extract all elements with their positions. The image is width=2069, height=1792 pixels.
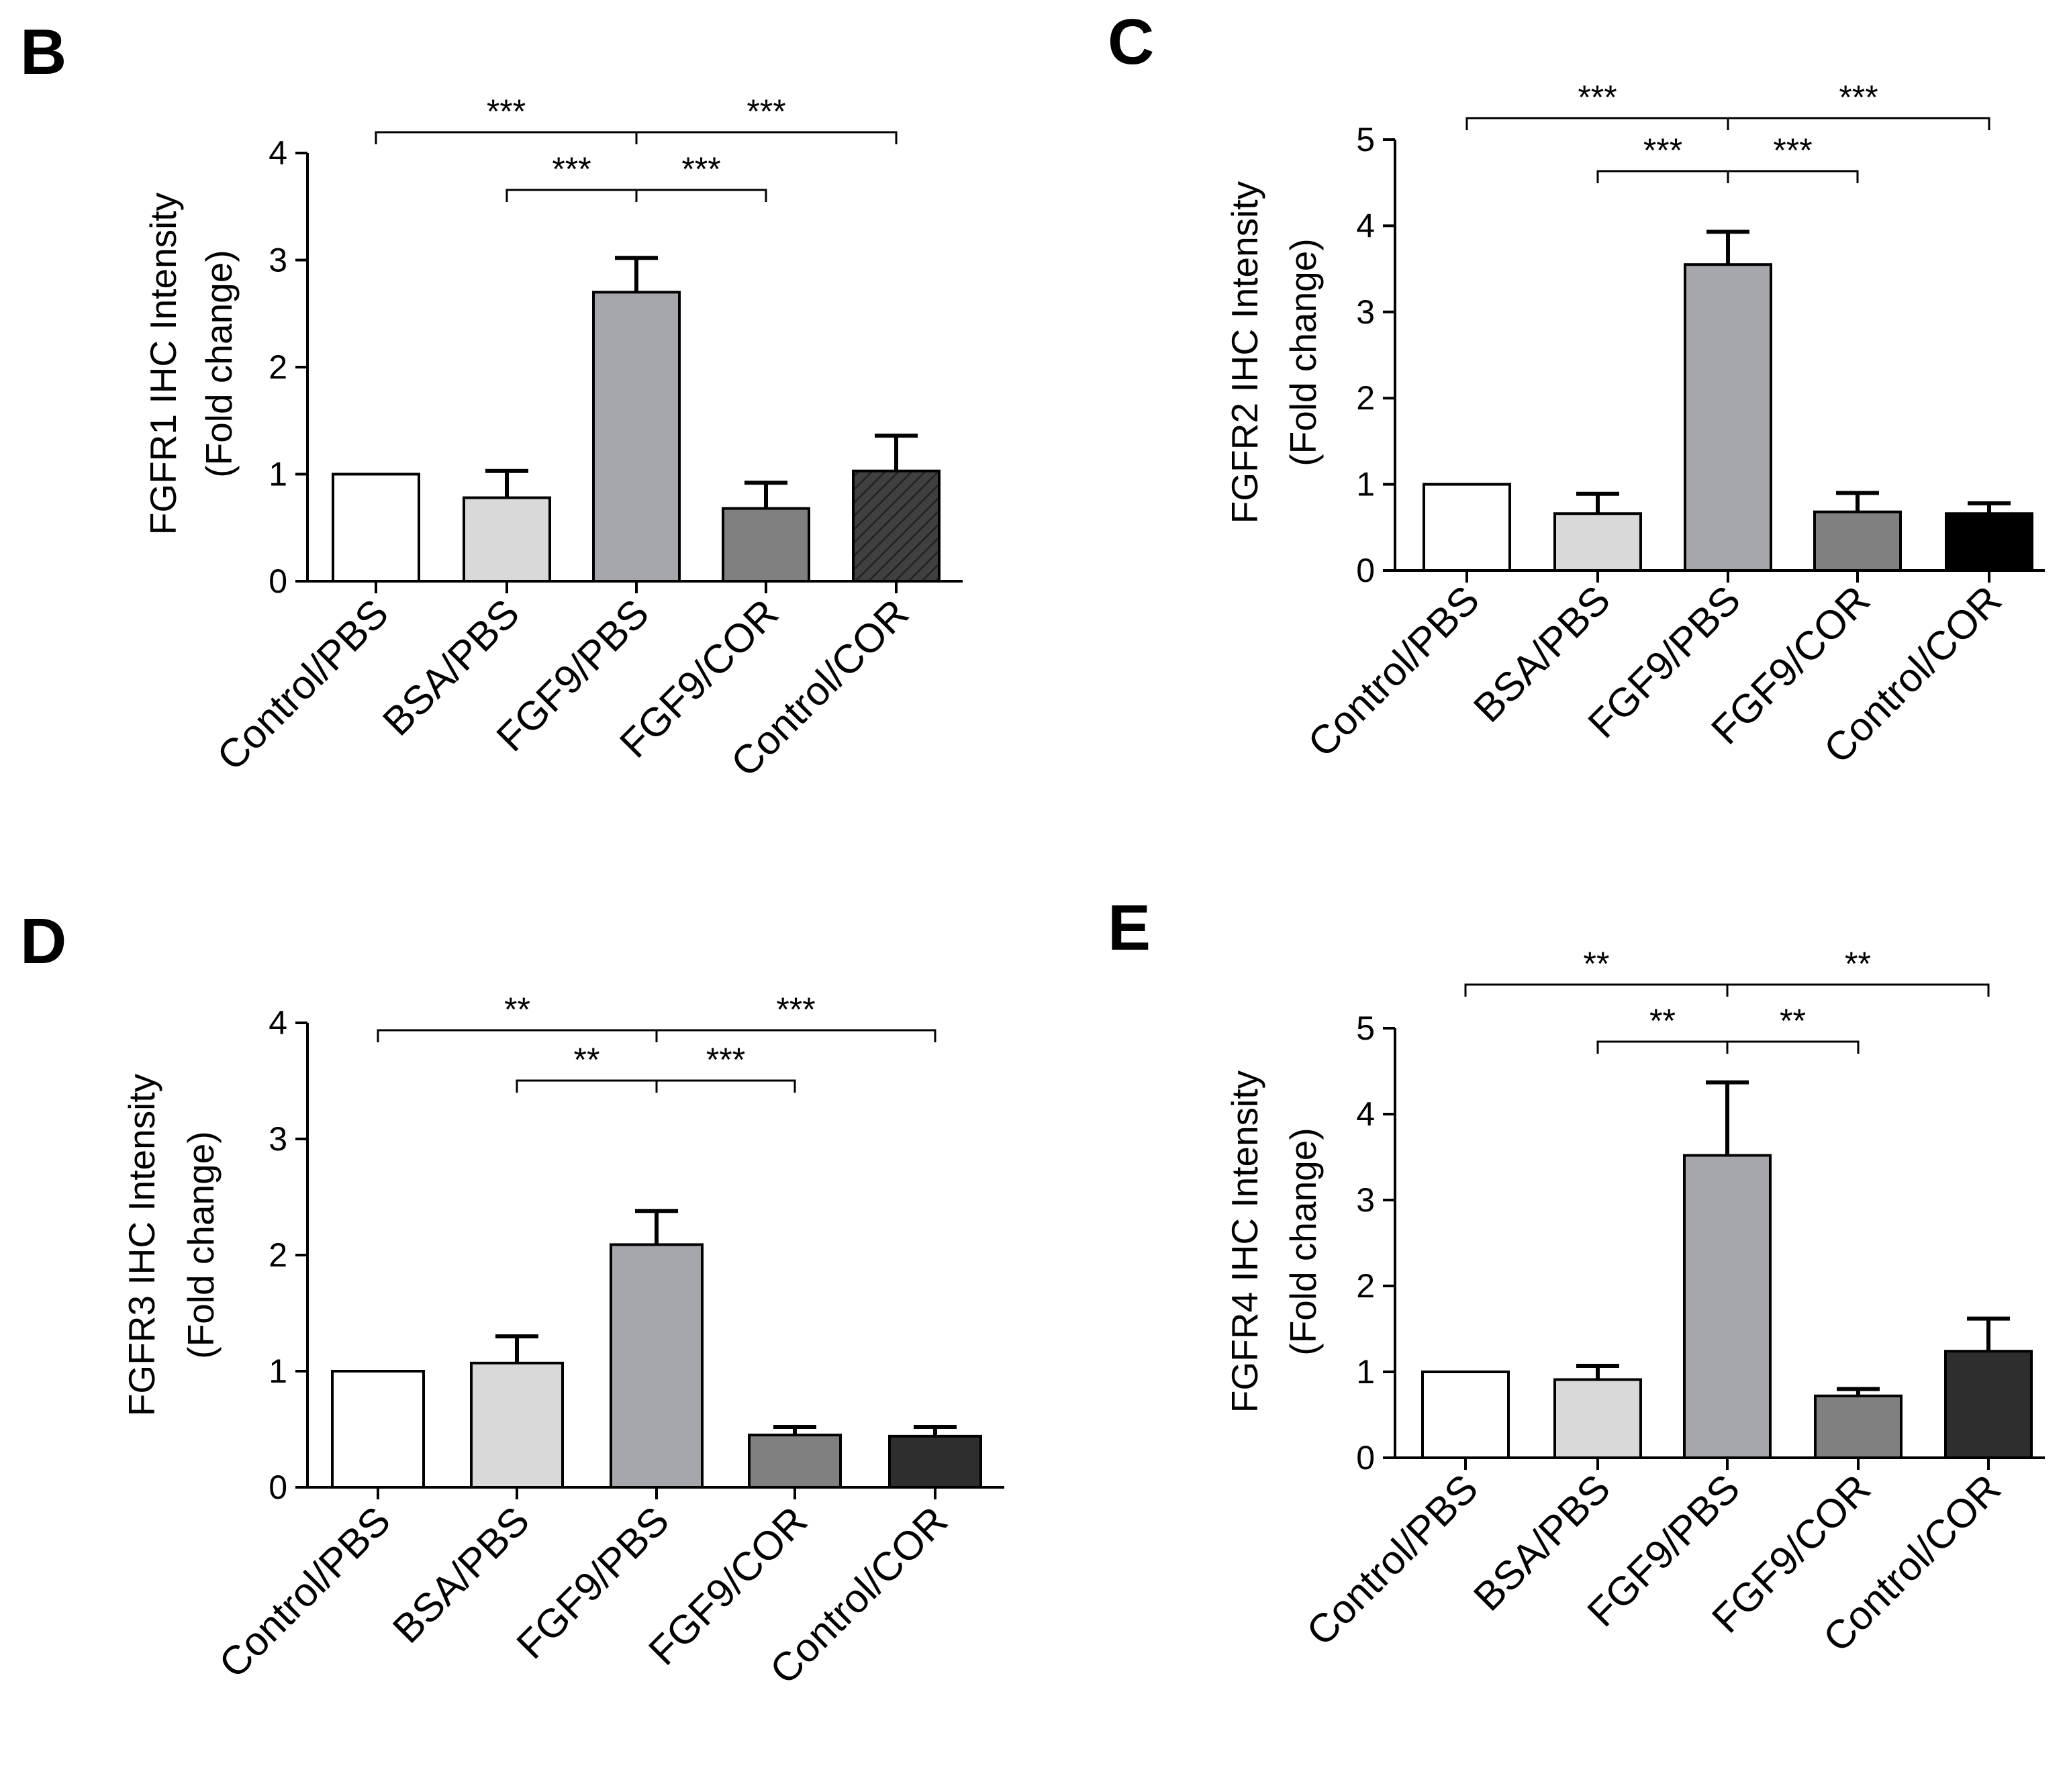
significance-bracket [1727, 170, 1859, 183]
significance-bracket [655, 1079, 796, 1093]
y-tick-label: 4 [1356, 207, 1375, 244]
bar-control-cor [1945, 512, 2033, 572]
significance-bracket [377, 1029, 658, 1042]
bar-control-cor [852, 469, 941, 583]
x-category-label: Control/PBS [208, 591, 397, 779]
significance-label: *** [1773, 132, 1812, 169]
y-tick-label: 2 [269, 348, 287, 386]
significance-label: *** [1578, 79, 1617, 116]
y-tick-label: 5 [1356, 1009, 1375, 1047]
significance-bracket [1464, 983, 1729, 997]
panel-letter: D [20, 905, 66, 977]
bar-fgf9-pbs [1683, 1154, 1772, 1459]
significance-bracket [1726, 983, 1990, 997]
chart-panel-c: C 0 1 2 3 4 5 FGFR2 IHC Intensity (Fold change) C… [1108, 6, 2045, 772]
chart-panel-d: D 0 1 2 3 4 FGFR3 IHC Intensity (Fold change) Co… [20, 905, 1004, 1693]
panel-letter: B [20, 16, 66, 88]
bar-control-pbs [1423, 483, 1511, 572]
significance-bracket [1727, 117, 1990, 130]
significance-bracket [1596, 1040, 1729, 1054]
y-tick-label: 0 [269, 1469, 287, 1506]
y-axis-title: FGFR2 IHC Intensity [1224, 181, 1265, 524]
y-tick-label: 5 [1356, 121, 1375, 158]
y-tick-label: 1 [1356, 1353, 1375, 1391]
significance-label: *** [1643, 132, 1682, 169]
significance-bracket [635, 189, 767, 202]
bar-fgf9-cor [1813, 510, 1902, 572]
panel-letter: C [1108, 6, 1154, 78]
y-tick-label: 2 [269, 1236, 287, 1274]
bar-fgf9-pbs [592, 291, 681, 583]
y-tick-label: 1 [269, 1352, 287, 1390]
significance-label: *** [681, 150, 720, 188]
significance-label: *** [1839, 79, 1878, 116]
y-tick-label: 4 [1356, 1095, 1375, 1133]
bar-control-pbs [331, 1370, 425, 1489]
y-axis-title: FGFR3 IHC Intensity [121, 1073, 162, 1416]
significance-bracket [516, 1079, 658, 1093]
significance-bracket [506, 189, 638, 202]
bar-bsa-pbs [463, 496, 551, 583]
y-axis-title-units: (Fold change) [180, 1131, 222, 1358]
y-tick-label: 0 [269, 562, 287, 600]
bar-control-cor [1944, 1350, 2033, 1460]
y-tick-label: 3 [1356, 293, 1375, 331]
significance-label: ** [1649, 1002, 1676, 1040]
y-tick-label: 4 [269, 1004, 287, 1042]
significance-label: *** [487, 93, 526, 130]
y-tick-label: 1 [1356, 466, 1375, 503]
y-tick-label: 0 [1356, 552, 1375, 589]
x-category-label: Control/PBS [1299, 577, 1488, 766]
significance-bracket [375, 131, 638, 144]
significance-label: *** [706, 1041, 745, 1079]
chart-panel-b: B 0 1 2 3 4 FGFR1 IHC Intensity (Fold change) Co… [20, 16, 963, 785]
significance-bracket [1596, 170, 1729, 183]
bar-fgf9-cor [722, 507, 810, 583]
significance-bracket [655, 1029, 936, 1042]
bar-fgf9-cor [1814, 1394, 1903, 1460]
bar-bsa-pbs [1553, 1378, 1642, 1460]
y-tick-label: 3 [269, 242, 287, 279]
y-tick-label: 0 [1356, 1439, 1375, 1477]
y-tick-label: 2 [1356, 379, 1375, 417]
bar-fgf9-pbs [1684, 263, 1772, 572]
chart-panel-e: E 0 1 2 3 4 5 FGFR4 IHC Intensity (Fold change) C… [1108, 892, 2045, 1660]
y-tick-label: 3 [1356, 1181, 1375, 1219]
significance-bracket [1726, 1040, 1860, 1054]
panel-letter: E [1108, 892, 1151, 964]
x-category-label: Control/PBS [1298, 1466, 1486, 1654]
bar-control-pbs [1421, 1371, 1510, 1459]
y-tick-label: 3 [269, 1120, 287, 1158]
significance-bracket [1465, 117, 1729, 130]
y-tick-label: 1 [269, 456, 287, 493]
significance-label: *** [552, 150, 591, 188]
bar-control-cor [888, 1434, 982, 1489]
y-axis-title-units: (Fold change) [198, 250, 240, 477]
significance-label: ** [504, 991, 530, 1028]
y-axis-title: FGFR1 IHC Intensity [142, 192, 184, 535]
bar-bsa-pbs [1553, 512, 1642, 572]
significance-label: ** [1584, 945, 1610, 983]
bar-fgf9-cor [748, 1434, 842, 1489]
y-axis-title-units: (Fold change) [1282, 1128, 1324, 1355]
y-tick-label: 4 [269, 134, 287, 172]
significance-label: ** [1780, 1002, 1806, 1040]
bar-control-pbs [332, 472, 420, 583]
x-category-label: Control/PBS [210, 1498, 399, 1687]
y-axis-title-units: (Fold change) [1282, 238, 1324, 466]
significance-label: ** [1845, 945, 1871, 983]
significance-label: *** [747, 93, 785, 130]
significance-label: ** [574, 1041, 600, 1079]
bar-fgf9-pbs [610, 1243, 704, 1489]
significance-label: *** [776, 991, 815, 1028]
bar-bsa-pbs [470, 1361, 564, 1489]
y-axis-title: FGFR4 IHC Intensity [1224, 1070, 1265, 1413]
y-tick-label: 2 [1356, 1267, 1375, 1305]
significance-bracket [635, 131, 898, 144]
